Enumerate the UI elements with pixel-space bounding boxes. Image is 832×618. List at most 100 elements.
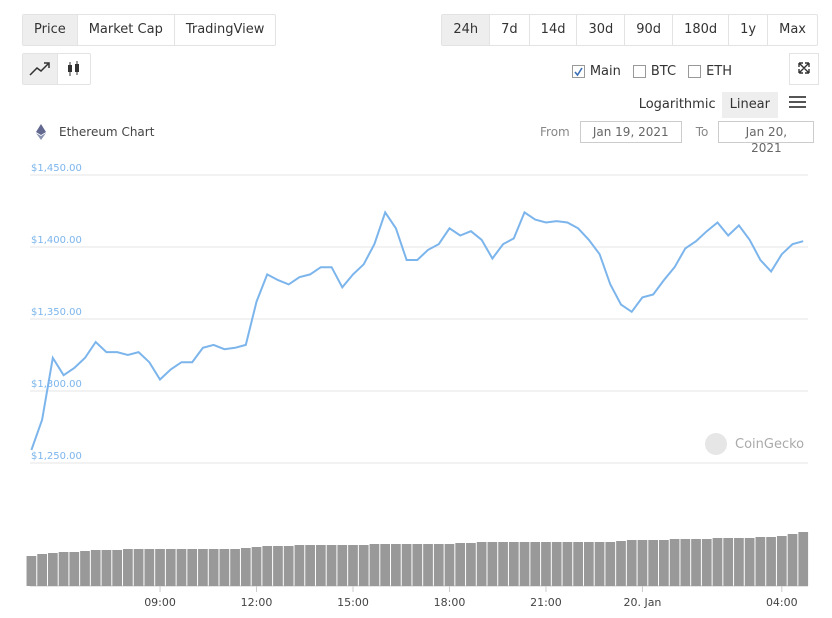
volume-bar xyxy=(37,554,47,586)
range-button[interactable]: 1y xyxy=(728,15,767,45)
volume-bar xyxy=(573,542,583,586)
volume-bar xyxy=(766,537,776,586)
x-tick-label: 21:00 xyxy=(530,596,562,609)
volume-bar xyxy=(412,544,423,586)
volume-bar xyxy=(187,549,198,586)
range-button[interactable]: Max xyxy=(767,15,817,45)
volume-bar xyxy=(787,534,798,586)
volume-bar xyxy=(776,536,787,586)
checkbox-box xyxy=(632,65,646,78)
series-toggles: Main BTC ETH xyxy=(560,64,732,79)
volume-bar xyxy=(466,543,476,586)
volume-bar xyxy=(305,545,315,586)
volume-bar xyxy=(391,544,401,586)
volume-bar xyxy=(176,549,187,586)
tab-group: Price Market Cap TradingView xyxy=(22,14,277,46)
volume-bar xyxy=(680,539,691,586)
volume-bar xyxy=(401,544,412,586)
volume-bar xyxy=(669,539,680,586)
line-chart-button[interactable] xyxy=(23,54,57,84)
volume-bar xyxy=(476,542,487,586)
from-label: From xyxy=(540,125,570,139)
volume-bar xyxy=(723,538,734,586)
to-input[interactable]: Jan 20, 2021 xyxy=(718,121,815,155)
chart-heading: Ethereum Chart xyxy=(36,124,154,140)
checkbox[interactable]: ETH xyxy=(688,64,732,79)
volume-bar xyxy=(487,542,498,586)
volume-bar xyxy=(262,546,273,586)
volume-bar xyxy=(337,545,348,586)
volume-bar xyxy=(369,544,380,586)
volume-bar xyxy=(691,539,701,586)
volume-bar xyxy=(734,538,744,586)
watermark: CoinGecko xyxy=(735,437,804,452)
range-button[interactable]: 24h xyxy=(442,15,490,45)
x-tick-label: 18:00 xyxy=(434,596,466,609)
volume-bar xyxy=(423,544,433,586)
range-button[interactable]: 180d xyxy=(672,15,728,45)
volume-bar xyxy=(508,542,519,586)
from-input[interactable]: Jan 19, 2021 xyxy=(579,121,682,143)
line-icon xyxy=(29,62,50,76)
volume-bar xyxy=(433,544,444,586)
volume-bar xyxy=(444,544,455,586)
volume-bar xyxy=(659,540,669,586)
y-tick-label: $1,450.00 xyxy=(31,163,82,174)
range-button[interactable]: 30d xyxy=(576,15,624,45)
range-button[interactable]: 7d xyxy=(489,15,529,45)
volume-bar xyxy=(219,549,230,586)
volume-bar xyxy=(455,543,466,586)
volume-bar xyxy=(283,546,294,586)
price-line xyxy=(30,210,804,451)
checkbox[interactable]: BTC xyxy=(632,64,676,79)
checkbox[interactable]: Main xyxy=(571,64,621,79)
volume-bar xyxy=(144,549,155,586)
volume-bar xyxy=(755,537,766,586)
y-tick-label: $1,300.00 xyxy=(31,379,82,390)
scale-button[interactable]: Logarithmic xyxy=(638,97,716,112)
range-button[interactable]: 14d xyxy=(528,15,577,45)
fullscreen-button[interactable] xyxy=(789,53,819,85)
menu-button[interactable] xyxy=(789,96,806,108)
volume-bar xyxy=(498,542,508,586)
volume-bar xyxy=(230,549,240,586)
x-tick-label: 12:00 xyxy=(241,596,273,609)
volume-bar xyxy=(90,550,101,586)
volume-bar xyxy=(712,538,723,586)
volume-bar xyxy=(112,550,123,586)
candle-icon xyxy=(68,61,79,76)
volume-bar xyxy=(605,542,616,586)
volume-bar xyxy=(326,545,337,586)
x-tick-label: 20. Jan xyxy=(623,596,661,609)
y-tick-label: $1,350.00 xyxy=(31,307,82,318)
volume-bar xyxy=(47,553,58,586)
volume-bar xyxy=(69,552,80,586)
candle-chart-button[interactable] xyxy=(57,54,90,84)
expand-icon xyxy=(798,62,810,74)
volume-bar xyxy=(626,540,637,586)
volume-bar xyxy=(165,549,176,586)
y-tick-label: $1,400.00 xyxy=(31,235,82,246)
scale-button[interactable]: Linear xyxy=(721,92,778,118)
volume-bar xyxy=(562,542,573,586)
range-button[interactable]: 90d xyxy=(624,15,672,45)
x-tick-label: 04:00 xyxy=(766,596,798,609)
volume-bar xyxy=(155,549,165,586)
x-tick-label: 09:00 xyxy=(144,596,176,609)
tab[interactable]: TradingView xyxy=(173,15,276,45)
volume-bar xyxy=(26,556,37,586)
scale-group: Logarithmic Linear xyxy=(633,92,778,118)
watermark-logo xyxy=(705,433,727,455)
volume-bar xyxy=(594,542,605,586)
volume-bar xyxy=(294,545,305,586)
checkbox-box xyxy=(688,65,702,78)
volume-bar xyxy=(240,548,251,586)
tab[interactable]: Price xyxy=(23,15,77,45)
volume-bar xyxy=(583,542,594,586)
volume-bar xyxy=(380,544,391,586)
tab[interactable]: Market Cap xyxy=(76,15,174,45)
y-tick-label: $1,250.00 xyxy=(31,451,82,462)
volume-bar xyxy=(315,545,326,586)
